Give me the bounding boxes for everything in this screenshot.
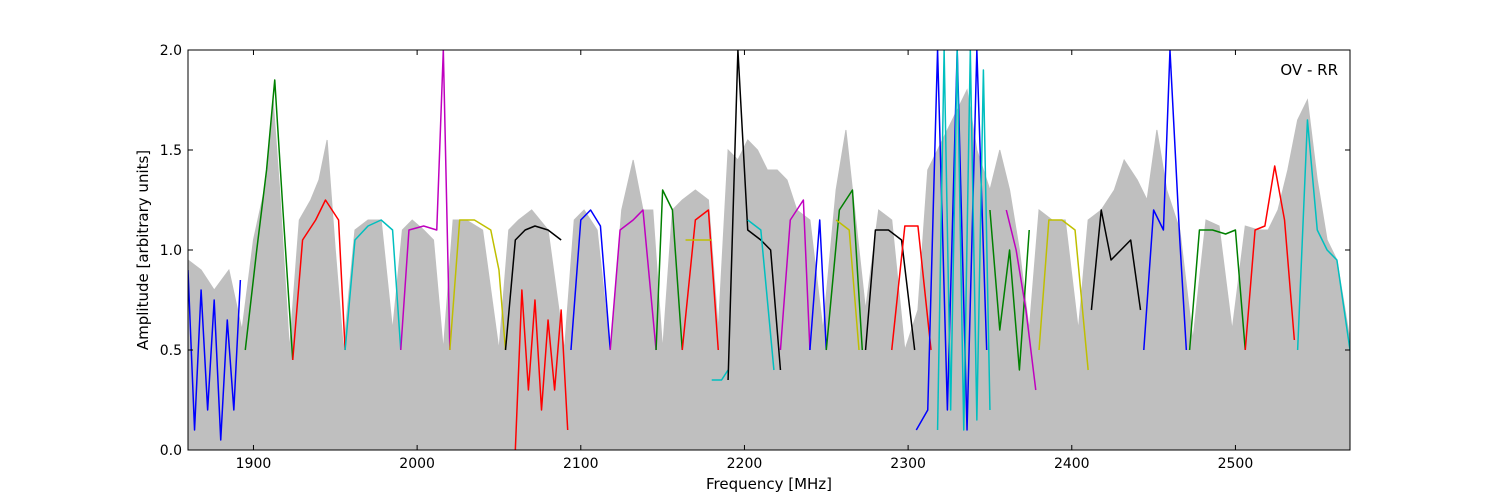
x-tick-label: 2200 bbox=[727, 456, 763, 472]
x-tick-label: 2500 bbox=[1218, 456, 1254, 472]
background-envelope-layer bbox=[188, 88, 1350, 450]
series-line-23 bbox=[915, 50, 988, 431]
series-line-18 bbox=[809, 219, 828, 351]
series-line-3 bbox=[291, 199, 346, 361]
series-line-9 bbox=[570, 209, 611, 351]
series-line-11 bbox=[655, 189, 684, 351]
series-line-26 bbox=[1005, 209, 1037, 391]
series-line-27 bbox=[1038, 219, 1089, 371]
series-line-29 bbox=[1143, 50, 1188, 351]
series-line-31 bbox=[1244, 165, 1296, 351]
series-line-1 bbox=[188, 269, 242, 441]
x-tick-label: 2100 bbox=[563, 456, 599, 472]
y-tick-label: 0.0 bbox=[160, 443, 182, 459]
series-line-30 bbox=[1188, 229, 1247, 351]
y-axis-label: Amplitude [arbitrary units] bbox=[134, 150, 152, 350]
series-line-12 bbox=[681, 209, 720, 351]
background-envelope bbox=[188, 88, 1350, 450]
series-line-25 bbox=[989, 209, 1030, 371]
y-tick-label: 1.0 bbox=[160, 243, 182, 259]
series-line-19 bbox=[825, 189, 864, 351]
series-line-28 bbox=[1090, 209, 1142, 311]
series-line-20 bbox=[835, 219, 860, 351]
y-tick-label: 1.5 bbox=[160, 143, 182, 159]
series-line-14 bbox=[711, 369, 729, 381]
x-tick-label: 2400 bbox=[1054, 456, 1090, 472]
series-line-32 bbox=[1296, 119, 1350, 351]
series-line-21 bbox=[864, 229, 916, 351]
series-line-6 bbox=[449, 219, 507, 351]
series-line-15 bbox=[727, 50, 782, 381]
y-tick-label: 2.0 bbox=[160, 43, 182, 59]
series-line-24 bbox=[936, 50, 991, 431]
annotation-label: OV - RR bbox=[1280, 61, 1338, 79]
series-line-17 bbox=[779, 199, 811, 351]
series-line-22 bbox=[891, 225, 932, 351]
series-line-7 bbox=[504, 225, 562, 351]
series-line-8 bbox=[514, 289, 569, 450]
y-tick-label: 0.5 bbox=[160, 343, 182, 359]
series-layer bbox=[188, 50, 1350, 450]
ticks-layer: 1900 2000 2100 2200 2300 2400 2500 0.0 0.5 1.0 1.5… bbox=[160, 43, 1350, 472]
x-tick-label: 2000 bbox=[399, 456, 435, 472]
x-tick-label: 1900 bbox=[236, 456, 272, 472]
series-line-5 bbox=[400, 50, 451, 351]
x-tick-label: 2300 bbox=[890, 456, 926, 472]
series-line-4 bbox=[344, 219, 402, 351]
series-line-16 bbox=[747, 219, 775, 371]
series-line-2 bbox=[244, 79, 294, 361]
x-axis-label: Frequency [MHz] bbox=[706, 475, 832, 493]
series-line-10 bbox=[609, 209, 657, 351]
